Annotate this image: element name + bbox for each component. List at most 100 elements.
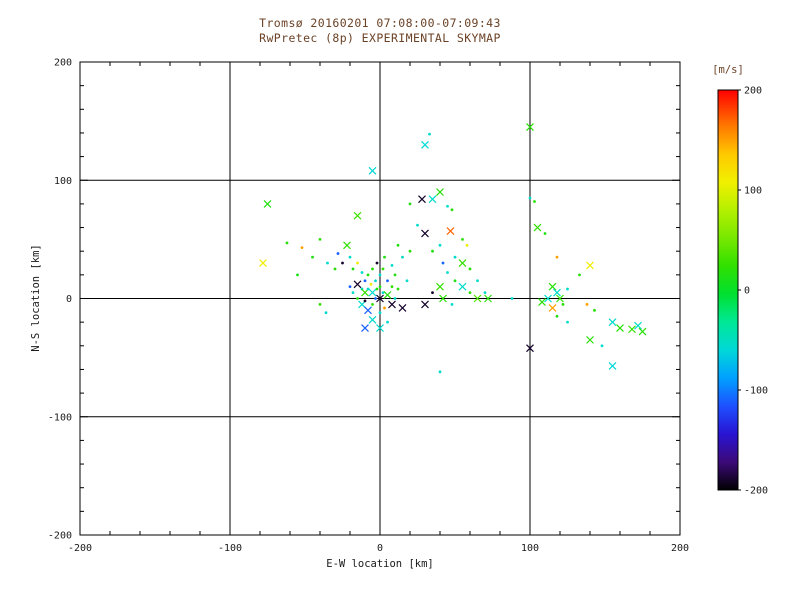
scatter-point (318, 303, 322, 306)
scatter-point (348, 255, 352, 259)
scatter-point (586, 335, 594, 344)
scatter-point (468, 267, 472, 271)
scatter-point (351, 291, 355, 294)
scatter-point (393, 273, 397, 277)
scatter-point (374, 297, 377, 300)
scatter-point (548, 304, 557, 312)
scatter-point (356, 297, 359, 300)
scatter-point (360, 271, 364, 274)
scatter-point (453, 255, 457, 259)
scatter-point (616, 324, 624, 332)
scatter-point (388, 300, 396, 309)
scatter-point (608, 318, 617, 327)
scatter-point (368, 288, 377, 297)
scatter-point (353, 280, 362, 289)
scatter-point (396, 243, 400, 247)
scatter-point (528, 196, 532, 200)
scatter-point (586, 261, 594, 270)
scatter-point (390, 263, 394, 267)
x-tick-label: 200 (671, 543, 689, 554)
scatter-point (473, 294, 482, 303)
scatter-point (408, 202, 412, 206)
scatter-point (421, 229, 429, 238)
scatter-point (356, 261, 359, 265)
scatter-point (296, 273, 299, 277)
scatter-point (553, 288, 561, 297)
scatter-point (638, 327, 647, 336)
colorbar-unit-label: [m/s] (712, 64, 744, 76)
scatter-point (484, 294, 492, 303)
scatter-point (401, 255, 404, 259)
colorbar-tick-label: 100 (744, 186, 762, 197)
scatter-point (458, 259, 467, 267)
colorbar-tick-label: -100 (744, 386, 768, 397)
scatter-point (364, 306, 372, 315)
scatter-point (548, 282, 557, 291)
scatter-point (383, 291, 392, 299)
scatter-point (378, 285, 382, 289)
scatter-point (465, 243, 469, 247)
colorbar-tick-label: 0 (744, 286, 750, 297)
scatter-point (396, 287, 400, 291)
scatter-point (393, 297, 397, 300)
plot-title-line1: Tromsø 20160201 07:08:00-07:09:43 (259, 16, 501, 30)
scatter-point (386, 279, 389, 283)
scatter-point (453, 279, 457, 283)
scatter-point (428, 195, 437, 204)
scatter-point (476, 279, 479, 283)
colorbar-tick-label: -200 (744, 486, 768, 497)
scatter-point (376, 294, 384, 303)
scatter-point (585, 303, 589, 306)
scatter-point (343, 241, 351, 250)
scatter-point (341, 261, 344, 265)
scatter-point (634, 321, 642, 330)
scatter-point (381, 267, 385, 271)
scatter-point (263, 199, 272, 208)
scatter-point (421, 300, 429, 309)
scatter-point (526, 344, 534, 353)
scatter-point (324, 311, 328, 315)
scatter-point (368, 315, 377, 324)
scatter-point (376, 324, 384, 332)
scatter-point (526, 123, 534, 131)
scatter-point (468, 291, 472, 294)
scatter-point (556, 294, 564, 303)
scatter-point (566, 287, 569, 291)
scatter-point (533, 200, 536, 203)
scatter-point (371, 267, 374, 271)
scatter-point (593, 308, 596, 312)
scatter-point (533, 223, 542, 232)
scatter-point (439, 294, 447, 303)
scatter-point (366, 287, 370, 291)
plot-title-line2: RwPretec (8p) EXPERIMENTAL SKYMAP (259, 30, 501, 45)
scatter-point (608, 361, 617, 370)
scatter-point (555, 255, 559, 259)
scatter-point (600, 344, 604, 348)
plot-title: Tromsø 20160201 07:08:00-07:09:43 RwPret… (80, 16, 680, 46)
scatter-point (371, 303, 374, 306)
scatter-point (363, 299, 367, 303)
scatter-point (418, 195, 426, 204)
scatter-point (438, 370, 442, 374)
scatter-point (353, 211, 362, 220)
plot-frame (79, 61, 681, 536)
y-tick-label: -200 (48, 531, 72, 542)
scatter-point (378, 311, 382, 315)
scatter-point (421, 140, 429, 149)
scatter-point (348, 285, 352, 289)
y-tick-label: 100 (54, 176, 72, 187)
scatter-point (578, 273, 581, 277)
scatter-point (544, 294, 552, 303)
scatter-point (383, 306, 386, 310)
scatter-point (543, 232, 547, 235)
scatter-point (333, 267, 337, 271)
x-tick-label: 100 (521, 543, 539, 554)
scatter-point (555, 314, 559, 318)
scatter-point (461, 237, 464, 241)
scatter-point (374, 279, 377, 283)
scatter-point (369, 282, 373, 286)
scatter-point (450, 208, 454, 212)
scatter-point (318, 237, 322, 241)
